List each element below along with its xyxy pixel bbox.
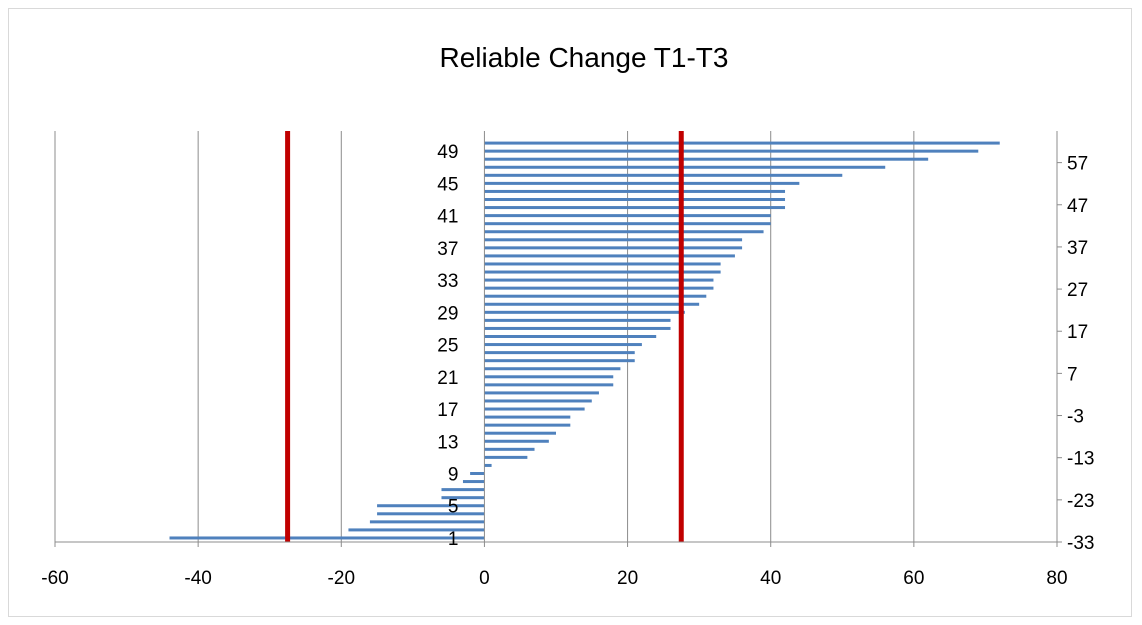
- bar-8: [462, 480, 485, 484]
- right-tick-label: -13: [1067, 449, 1094, 470]
- chart-title: Reliable Change T1-T3: [440, 42, 729, 73]
- bar-13: [484, 439, 549, 443]
- bar-42: [484, 206, 786, 210]
- bar-6: [441, 496, 485, 500]
- bar-34: [484, 270, 721, 274]
- bar-15: [484, 423, 571, 427]
- bar-4: [377, 512, 485, 516]
- x-tick-label: 0: [479, 568, 490, 589]
- bar-3: [369, 520, 485, 524]
- bar-17: [484, 407, 585, 411]
- left-tick-label: 21: [437, 368, 458, 389]
- bar-38: [484, 238, 743, 242]
- bar-29: [484, 310, 685, 314]
- bar-28: [484, 318, 671, 322]
- bar-33: [484, 278, 714, 282]
- left-tick-label: 29: [437, 303, 458, 324]
- bar-47: [484, 165, 886, 169]
- x-tick-label: 60: [903, 568, 924, 589]
- right-tick-label: -23: [1067, 491, 1094, 512]
- bar-39: [484, 230, 764, 234]
- reference-line-1: [285, 131, 291, 542]
- x-tick-label: 80: [1046, 568, 1067, 589]
- bar-32: [484, 286, 714, 290]
- bar-22: [484, 367, 621, 371]
- right-tick-label: 37: [1067, 238, 1088, 259]
- bar-19: [484, 391, 599, 395]
- left-tick-label: 17: [437, 400, 458, 421]
- x-tick-label: -20: [328, 568, 355, 589]
- bar-43: [484, 198, 786, 201]
- bar-46: [484, 173, 843, 177]
- x-tick-label: 20: [617, 568, 638, 589]
- right-tick-label: 27: [1067, 280, 1088, 301]
- chart-svg: Reliable Change T1-T3 -60 -40 -20 0 20 40 60 80…: [41, 42, 1094, 589]
- left-tick-label: 37: [437, 239, 458, 260]
- bar-12: [484, 447, 535, 451]
- left-tick-label: 9: [448, 465, 459, 486]
- bar-41: [484, 214, 771, 218]
- bar-26: [484, 335, 657, 338]
- bar-16: [484, 415, 571, 419]
- bar-9: [470, 472, 485, 475]
- left-tick-label: 45: [437, 174, 458, 195]
- bar-49: [484, 149, 979, 153]
- x-tick-label: 40: [760, 568, 781, 589]
- bar-24: [484, 351, 635, 355]
- left-tick-label: 1: [448, 529, 459, 550]
- bars: [169, 141, 1000, 540]
- right-tick-label: 57: [1067, 154, 1088, 175]
- bar-44: [484, 189, 786, 193]
- bar-18: [484, 399, 592, 403]
- left-tick-label: 5: [448, 497, 459, 518]
- bar-1: [169, 536, 485, 540]
- bar-7: [441, 488, 485, 492]
- x-tick-label: -40: [184, 568, 211, 589]
- bar-23: [484, 359, 635, 363]
- left-tick-label: 13: [437, 432, 458, 453]
- bar-35: [484, 262, 721, 266]
- axes: [54, 131, 1058, 547]
- bar-10: [484, 463, 492, 467]
- bar-11: [484, 455, 528, 459]
- right-tick-label: -33: [1067, 533, 1094, 554]
- left-tick-label: 41: [437, 207, 458, 228]
- x-tick-label: -60: [41, 568, 68, 589]
- bar-5: [377, 504, 485, 508]
- right-axis-tick-labels: -33 -23 -13 -3 7 17 27 37 47 57: [1057, 154, 1094, 554]
- bar-2: [348, 528, 485, 532]
- reference-lines: [285, 131, 684, 542]
- bar-27: [484, 326, 671, 330]
- bar-30: [484, 302, 700, 306]
- x-axis-tick-labels: -60 -40 -20 0 20 40 60 80: [41, 568, 1067, 589]
- left-tick-label: 49: [437, 142, 458, 163]
- bar-48: [484, 157, 929, 161]
- right-tick-label: -3: [1067, 407, 1084, 428]
- bar-31: [484, 294, 707, 298]
- reference-line-2: [678, 131, 684, 542]
- left-tick-label: 25: [437, 336, 458, 357]
- right-tick-label: 17: [1067, 322, 1088, 343]
- right-tick-label: 47: [1067, 196, 1088, 217]
- bar-50: [484, 141, 1000, 145]
- left-tick-label: 33: [437, 271, 458, 292]
- right-tick-label: 7: [1067, 364, 1078, 385]
- chart-frame: Reliable Change T1-T3 -60 -40 -20 0 20 40 60 80…: [8, 8, 1132, 617]
- bar-40: [484, 222, 771, 226]
- bar-25: [484, 343, 642, 347]
- bar-45: [484, 181, 800, 185]
- left-axis-tick-labels: 1 5 9 13 17 21 25 29 33 37 41 45 49: [437, 142, 458, 550]
- bar-14: [484, 431, 556, 435]
- bar-20: [484, 383, 614, 387]
- bar-37: [484, 246, 743, 250]
- bar-21: [484, 375, 614, 379]
- bar-36: [484, 254, 735, 258]
